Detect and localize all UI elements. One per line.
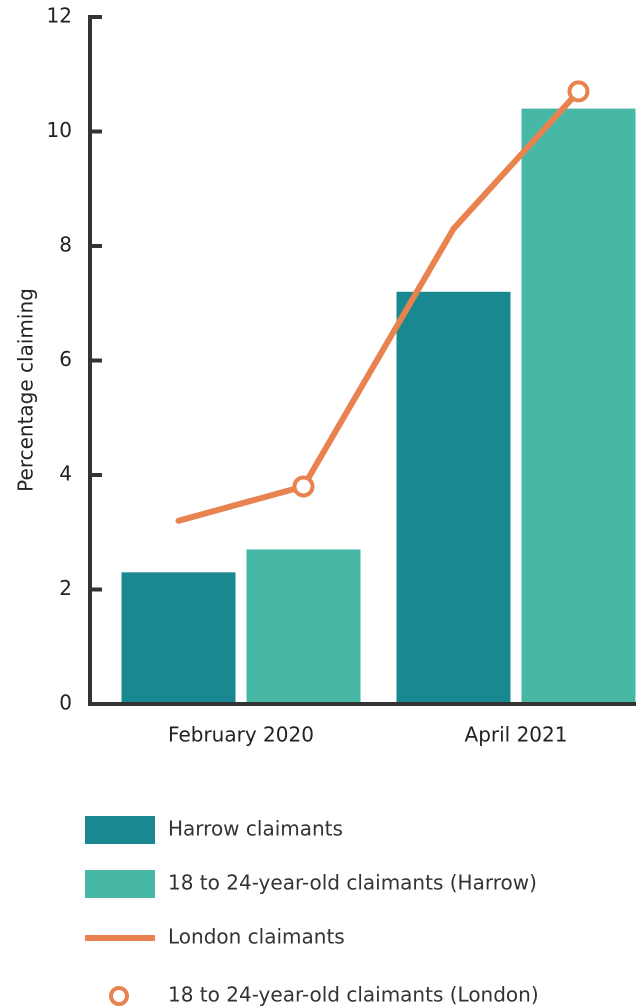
x-tick-label: April 2021 [465, 723, 568, 747]
bar [521, 108, 636, 705]
line-segment [300, 225, 457, 490]
x-tick-label: February 2020 [168, 723, 314, 747]
bar [396, 291, 511, 704]
legend-label: 18 to 24-year-old claimants (London) [168, 983, 539, 1007]
legend-swatch [109, 986, 129, 1006]
y-tick-label: 6 [59, 347, 72, 371]
y-tick-label: 2 [59, 576, 72, 600]
legend-label: 18 to 24-year-old claimants (Harrow) [168, 871, 537, 895]
y-tick-label: 10 [47, 118, 72, 142]
y-tick-label: 0 [59, 691, 72, 715]
y-tick-label: 4 [59, 462, 72, 486]
line-segment [175, 483, 307, 524]
line-segment [450, 88, 582, 232]
y-tick-label: 12 [47, 4, 72, 28]
legend-swatch [85, 870, 155, 898]
bar [246, 549, 361, 704]
marker [292, 475, 315, 498]
legend-label: Harrow claimants [168, 817, 343, 841]
legend-label: London claimants [168, 925, 345, 949]
marker [567, 80, 590, 103]
bar [121, 572, 236, 704]
y-axis-label: Percentage claiming [14, 288, 38, 492]
legend-swatch [85, 816, 155, 844]
y-tick-label: 8 [59, 233, 72, 257]
